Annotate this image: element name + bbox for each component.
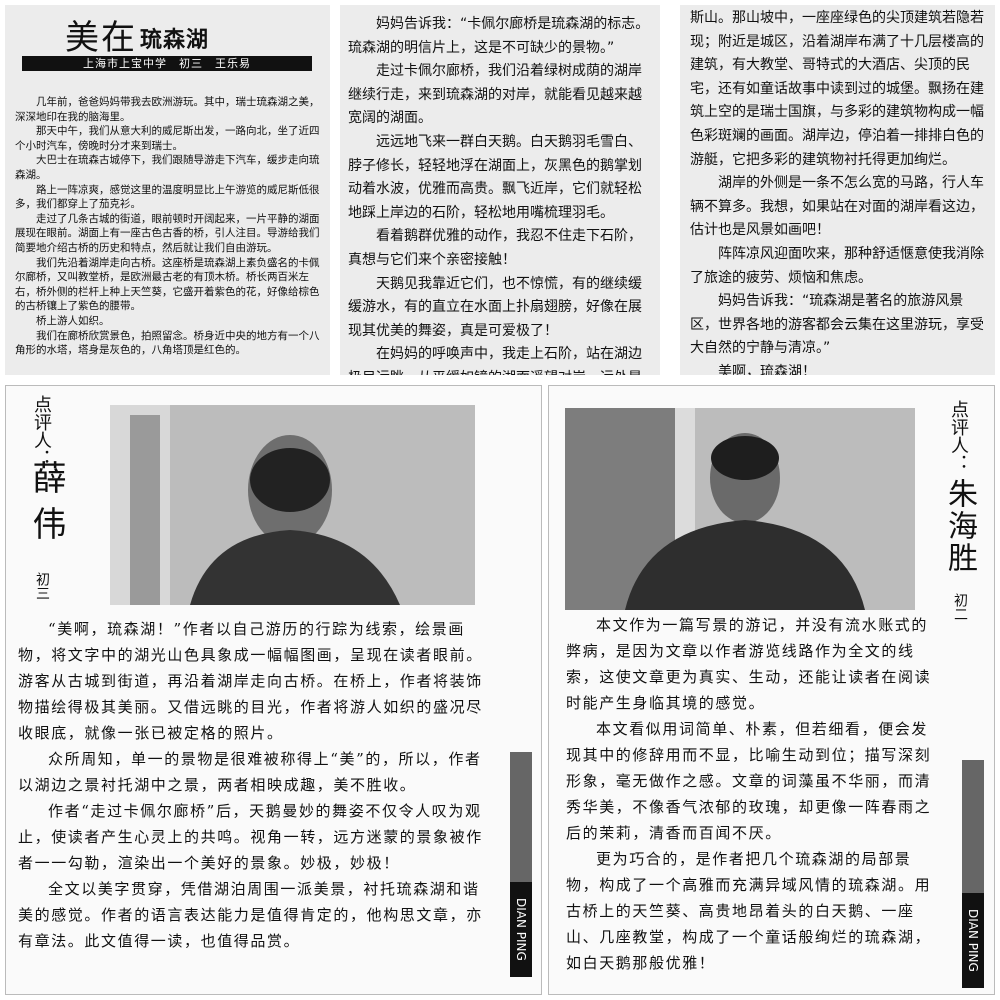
reviewer-name: 朱海胜 [942, 478, 977, 574]
paragraph: 走过卡佩尔廊桥，我们沿着绿树成荫的湖岸继续行走，来到琉森湖的对岸，就能看见越来越… [348, 63, 642, 127]
reviewer-label: 点评人： [948, 400, 969, 472]
byline: 上海市上宝中学 初三 王乐易 [22, 56, 312, 71]
paragraph: 本文看似用词简单、朴素，但若细看，便会发现其中的修辞用而不显，比喻生动到位；描写… [566, 720, 932, 842]
paragraph: 远远地飞来一群白天鹅。白天鹅羽毛雪白、脖子修长，轻轻地浮在湖面上，灰黑色的鹅掌划… [348, 133, 642, 221]
paragraph: 走过了几条古城的街道，眼前顿时开阔起来，一片平静的湖面展现在眼前。湖面上有一座古… [15, 212, 320, 254]
paragraph: 我们先沿着湖岸走向古桥。这座桥是琉森湖上素负盛名的卡佩尔廊桥，又叫教堂桥，是欧洲… [15, 256, 320, 313]
review-text: “美啊，琉森湖！”作者以自己游历的行踪为线索，绘景画物，将文字中的湖光山色具象成… [18, 616, 486, 954]
paragraph: 在妈妈的呼唤声中，我走上石阶，站在湖边极目远眺。从平缓如镜的湖面遥望对岸，远处是… [348, 346, 642, 375]
paragraph: 妈妈告诉我：“琉森湖是著名的旅游风景区，世界各地的游客都会云集在这里游玩，享受大… [690, 293, 984, 357]
paragraph: 全文以美字贯穿，凭借湖泊周围一派美景，衬托琉森湖和谐美的感觉。作者的语言表达能力… [18, 880, 483, 950]
paragraph: 作者“走过卡佩尔廊桥”后，天鹅曼妙的舞姿不仅令人叹为观止，使读者产生心灵上的共鸣… [18, 802, 483, 872]
photo [110, 405, 475, 605]
reviewer-grade: 初三 [34, 572, 50, 600]
reviewer-label: 点评人： [31, 395, 52, 467]
title: 美在 [65, 18, 137, 58]
paragraph: 美啊，琉森湖！ [718, 363, 816, 375]
paragraph: 湖岸的外侧是一条不怎么宽的马路，行人车辆不算多。我想，如果站在对面的湖岸看这边，… [690, 175, 984, 239]
paragraph: 那天中午，我们从意大利的威尼斯出发，一路向北，坐了近四个小时汽车，傍晚时分才来到… [15, 125, 320, 152]
paragraph: 大巴士在琉森古城停下，我们跟随导游走下汽车，缓步走向琉森湖。 [15, 154, 320, 181]
side-tab: DIAN PING [510, 752, 532, 977]
paragraph: 阵阵凉风迎面吹来，那种舒适惬意使我消除了旅途的疲劳、烦恼和焦虑。 [690, 245, 984, 286]
paragraph: 天鹅见我靠近它们，也不惊慌，有的继续缓缓游水，有的直立在水面上扑扇翅膀，好像在展… [348, 275, 642, 339]
paragraph: 我们在廊桥欣赏景色，拍照留念。桥身近中央的地方有一个八角形的水塔，塔身是灰色的，… [15, 329, 320, 357]
review-text: 本文作为一篇写景的游记，并没有流水账式的弊病，是因为文章以作者游览线路作为全文的… [566, 612, 932, 976]
paragraph: 几年前，爸爸妈妈带我去欧洲游玩。其中，瑞士琉森湖之美，深深地印在我的脑海里。 [15, 96, 320, 123]
paragraph: 看着鹅群优雅的动作，我忍不住走下石阶，真想与它们来个亲密接触！ [348, 228, 642, 268]
paragraph: 本文作为一篇写景的游记，并没有流水账式的弊病，是因为文章以作者游览线路作为全文的… [566, 616, 932, 712]
paragraph: 妈妈告诉我：“卡佩尔廊桥是琉森湖的标志。琉森湖的明信片上，这是不可缺少的景物。” [348, 16, 650, 56]
paragraph: “美啊，琉森湖！”作者以自己游历的行踪为线索，绘景画物，将文字中的湖光山色具象成… [18, 620, 483, 742]
article-column: 斯山。那山坡中，一座座绿色的尖顶建筑若隐若现；附近是城区，沿着湖岸布满了十几层楼… [680, 5, 995, 375]
paragraph: 路上一阵凉爽，感觉这里的温度明显比上午游览的威尼斯低很多，我们都穿上了茄克衫。 [15, 183, 320, 211]
paragraph: 斯山。那山坡中，一座座绿色的尖顶建筑若隐若现；附近是城区，沿着湖岸布满了十几层楼… [690, 10, 984, 168]
paragraph: 更为巧合的，是作者把几个琉森湖的局部景物，构成了一个高雅而充满异域风情的琉森湖。… [566, 850, 932, 972]
paragraph: 众所周知，单一的景物是很难被称得上“美”的，所以，作者以湖边之景衬托湖中之景，两… [18, 750, 482, 794]
tab-text: DIAN PING [510, 882, 532, 977]
tab-text: DIAN PING [962, 893, 984, 988]
paragraph: 桥上游人如织。 [36, 314, 110, 327]
reviewer-grade: 初二 [952, 593, 968, 621]
title: 琉森湖 [140, 28, 210, 53]
article-column: 妈妈告诉我：“卡佩尔廊桥是琉森湖的标志。琉森湖的明信片上，这是不可缺少的景物。”… [340, 5, 660, 375]
reviewer-name: 薛伟 [26, 460, 66, 552]
photo [565, 408, 915, 610]
side-tab: DIAN PING [962, 760, 984, 988]
